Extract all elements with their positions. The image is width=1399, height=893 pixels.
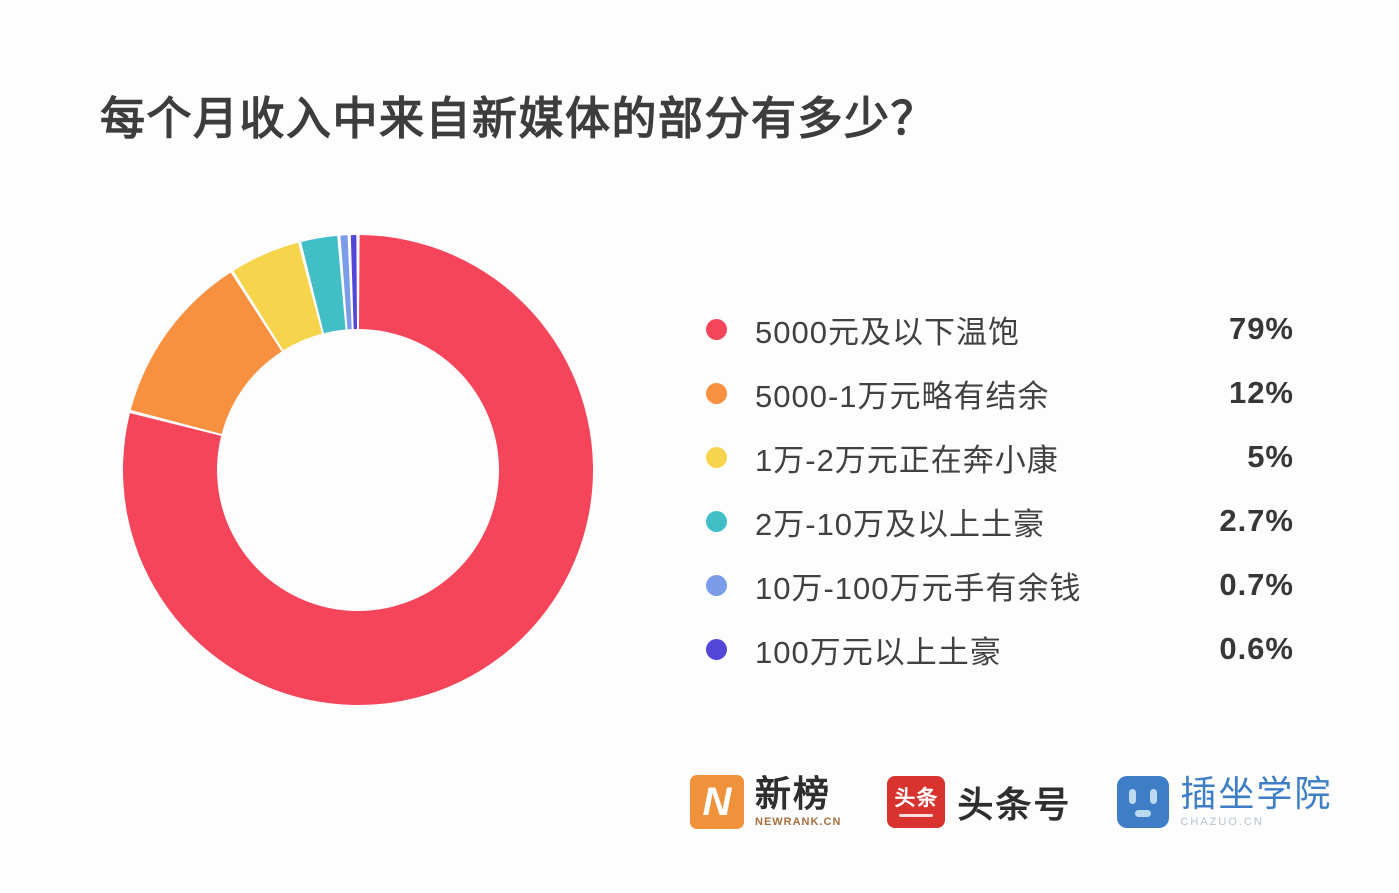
donut-slice-4	[340, 235, 352, 330]
legend-item-value: 0.7%	[1219, 567, 1294, 602]
toutiao-logo: 头条 头条号	[887, 776, 1071, 828]
legend-item-label: 5000元及以下温饱	[755, 314, 1020, 350]
newrank-logo-text: 新榜 NEWRANK.CN	[755, 773, 842, 829]
chazuo-logo-icon	[1117, 776, 1170, 828]
donut-chart-svg	[122, 235, 593, 706]
legend-color-dot	[706, 382, 727, 404]
legend-item-label: 100万元以上土豪	[755, 634, 1002, 670]
legend-item: 5000元及以下温饱 79%	[706, 297, 1294, 361]
donut-slice-1	[130, 272, 282, 434]
chazuo-logo: 插坐学院 CHAZUO.CN	[1117, 776, 1332, 828]
legend-item-value: 12%	[1228, 375, 1294, 410]
legend: 5000元及以下温饱 79% 5000-1万元略有结余 12% 1万-2万元正在…	[706, 297, 1294, 681]
donut-chart	[118, 230, 598, 710]
chazuo-icon-mouth	[1135, 810, 1152, 817]
toutiao-icon-underline	[899, 813, 934, 817]
chazuo-icon-right-eye	[1150, 789, 1158, 804]
page-title: 每个月收入中来自新媒体的部分有多少？	[100, 93, 938, 144]
chazuo-logo-text: 插坐学院 CHAZUO.CN	[1180, 773, 1333, 829]
legend-item: 1万-2万元正在奔小康 5%	[706, 425, 1294, 489]
legend-item-value: 0.6%	[1219, 631, 1294, 666]
donut-slice-5	[350, 235, 358, 330]
legend-item-label: 2万-10万及以上土豪	[755, 506, 1046, 542]
toutiao-icon-text: 头条	[894, 786, 939, 810]
toutiao-logo-icon: 头条	[887, 776, 946, 828]
legend-color-dot	[706, 638, 727, 660]
toutiao-logo-title: 头条号	[957, 784, 1072, 825]
legend-color-dot	[706, 318, 727, 340]
legend-item: 10万-100万元手有余钱 0.7%	[706, 553, 1294, 617]
legend-item: 2万-10万及以上土豪 2.7%	[706, 489, 1294, 553]
newrank-logo-icon: N	[690, 775, 744, 829]
donut-slice-0	[122, 235, 593, 706]
footer-logos: N 新榜 NEWRANK.CN 头条 头条号 插坐学院 CHAZUO.CN	[690, 770, 1350, 834]
legend-item-value: 2.7%	[1219, 503, 1294, 538]
legend-item: 5000-1万元略有结余 12%	[706, 361, 1294, 425]
newrank-logo: N 新榜 NEWRANK.CN	[690, 775, 841, 829]
chazuo-logo-title: 插坐学院	[1180, 773, 1333, 814]
legend-color-dot	[706, 446, 727, 468]
legend-item-label: 10万-100万元手有余钱	[755, 570, 1082, 606]
chazuo-logo-subtitle: CHAZUO.CN	[1180, 816, 1264, 828]
legend-color-dot	[706, 574, 727, 596]
legend-item-value: 5%	[1247, 439, 1294, 474]
legend-item-value: 79%	[1228, 311, 1294, 346]
newrank-logo-subtitle: NEWRANK.CN	[755, 816, 842, 828]
newrank-logo-title: 新榜	[755, 773, 832, 814]
legend-color-dot	[706, 510, 727, 532]
legend-item-label: 1万-2万元正在奔小康	[755, 442, 1059, 478]
legend-item-label: 5000-1万元略有结余	[755, 378, 1050, 414]
chazuo-icon-left-eye	[1129, 789, 1137, 804]
donut-slice-3	[301, 235, 346, 334]
donut-slice-2	[233, 242, 322, 351]
legend-item: 100万元以上土豪 0.6%	[706, 617, 1294, 681]
